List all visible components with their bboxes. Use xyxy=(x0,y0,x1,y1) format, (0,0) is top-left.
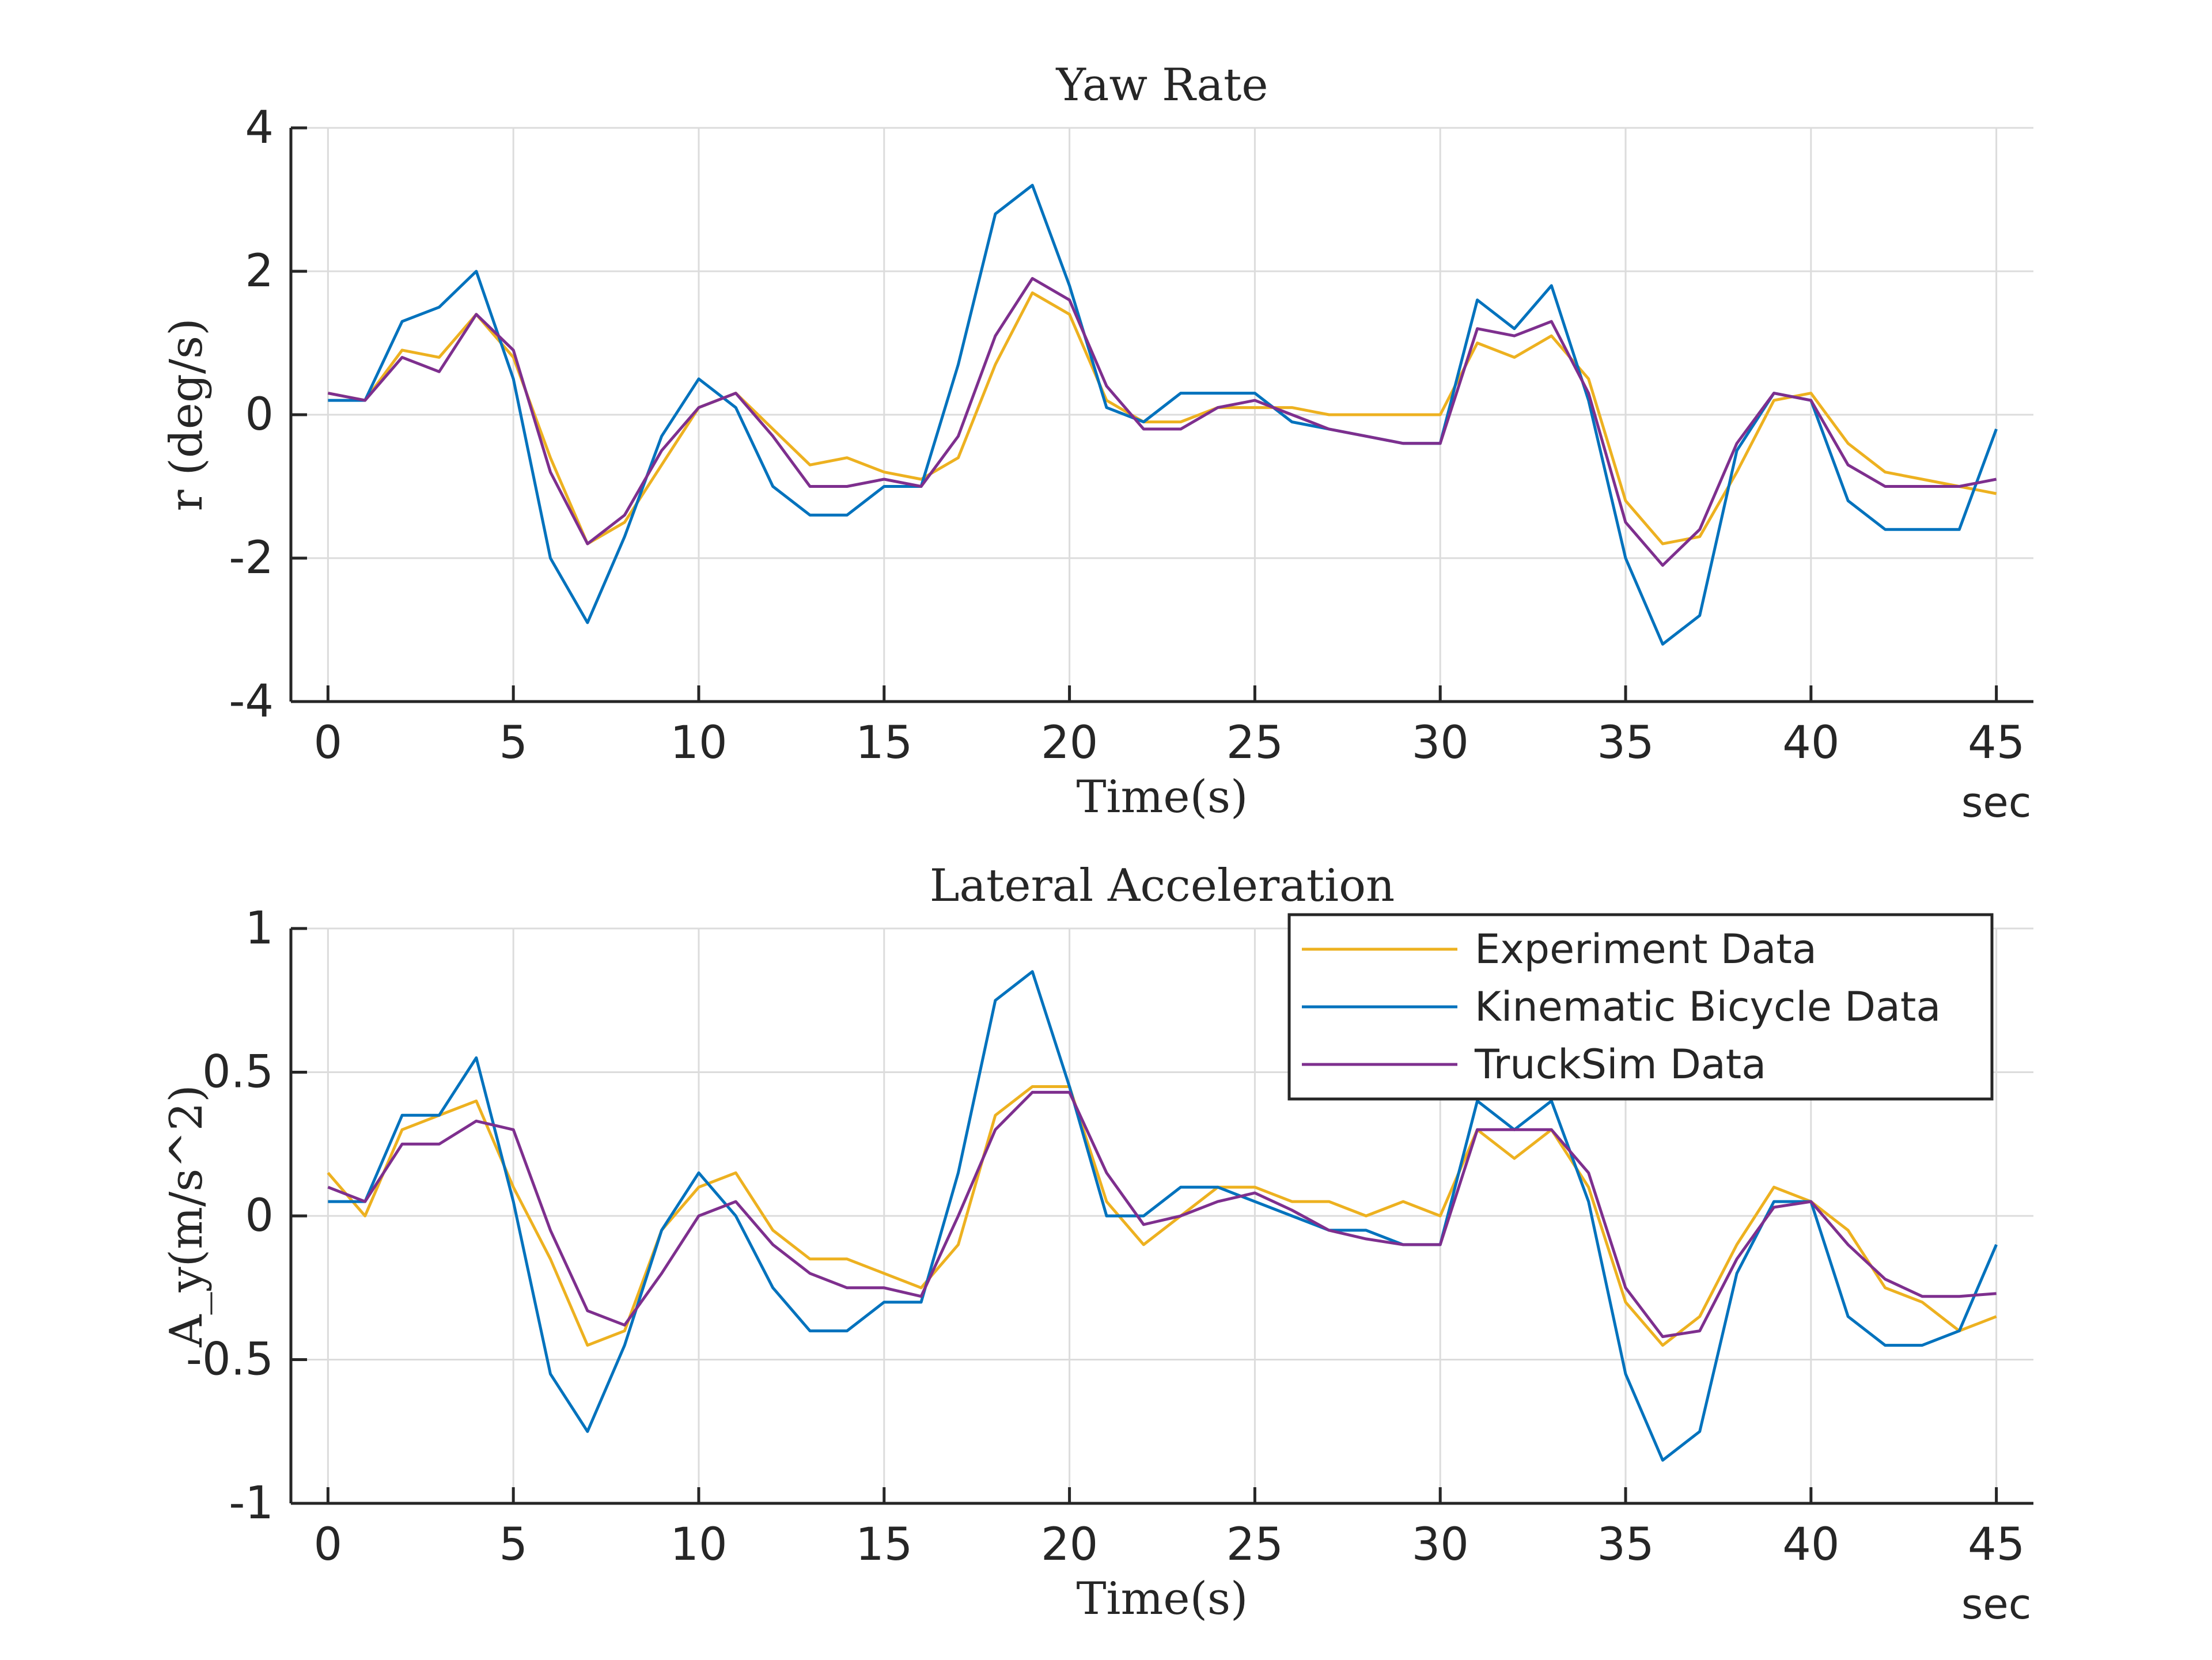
y-tick-label: 2 xyxy=(245,245,274,297)
yaw-rate-x-unit-label: sec xyxy=(1961,778,2031,827)
x-tick-label: 40 xyxy=(1782,717,1839,769)
x-tick-label: 35 xyxy=(1597,1519,1654,1571)
series-line-trucksim-data xyxy=(327,1090,1997,1339)
x-tick-label: 20 xyxy=(1041,717,1098,769)
y-tick-label: -4 xyxy=(229,676,274,727)
lateral-acceleration-title: Lateral Acceleration xyxy=(930,860,1395,912)
series-line-experiment-data xyxy=(327,1085,1997,1347)
lateral-acceleration-x-unit-label: sec xyxy=(1961,1580,2031,1628)
y-tick-label: -0.5 xyxy=(186,1334,274,1386)
y-tick-label: 0 xyxy=(245,389,274,441)
y-tick-label: 4 xyxy=(245,102,274,154)
x-tick-label: 5 xyxy=(499,717,528,769)
x-tick-label: 30 xyxy=(1412,717,1469,769)
x-tick-label: 5 xyxy=(499,1519,528,1571)
legend-label-experiment: Experiment Data xyxy=(1475,926,1817,973)
x-tick-label: 15 xyxy=(855,717,912,769)
lateral-acceleration-tick-labels: 0 5 10 15 20 25 30 35 40 45 -1 -0.5 0 0.5 1 xyxy=(186,903,2025,1571)
yaw-rate-series-lines xyxy=(327,184,1998,646)
y-tick-label: -1 xyxy=(229,1477,274,1529)
x-tick-label: 10 xyxy=(670,717,727,769)
x-tick-label: 40 xyxy=(1782,1519,1839,1571)
lateral-acceleration-series-lines xyxy=(327,970,1998,1462)
series-line-kinematic-bicycle-data xyxy=(328,184,1998,646)
yaw-rate-x-axis-label: Time(s) xyxy=(1077,771,1248,823)
x-tick-label: 45 xyxy=(1968,1519,2025,1571)
yaw-rate-y-axis-label: r (deg/s) xyxy=(161,318,213,511)
legend-entry-kinematic-bicycle: Kinematic Bicycle Data xyxy=(1302,983,1941,1030)
legend: Experiment Data Kinematic Bicycle Data T… xyxy=(1287,913,1994,1101)
yaw-rate-tick-labels: 0 5 10 15 20 25 30 35 40 45 -4 -2 0 2 4 xyxy=(229,102,2025,769)
legend-entry-trucksim: TruckSim Data xyxy=(1302,1041,1766,1088)
y-tick-label: 0.5 xyxy=(202,1047,274,1098)
x-tick-label: 10 xyxy=(670,1519,727,1571)
x-tick-label: 25 xyxy=(1226,1519,1283,1571)
series-line-kinematic-bicycle-data xyxy=(328,970,1998,1462)
yaw-rate-title: Yaw Rate xyxy=(1055,59,1268,111)
legend-entry-experiment: Experiment Data xyxy=(1302,926,1817,973)
x-tick-label: 0 xyxy=(314,1519,343,1571)
legend-label-kinematic-bicycle: Kinematic Bicycle Data xyxy=(1475,983,1941,1030)
x-tick-label: 15 xyxy=(855,1519,912,1571)
series-line-experiment-data xyxy=(327,291,1997,545)
x-tick-label: 30 xyxy=(1412,1519,1469,1571)
yaw-rate-axes xyxy=(289,126,2033,703)
lateral-acceleration-x-axis-label: Time(s) xyxy=(1077,1573,1248,1625)
x-tick-label: 45 xyxy=(1968,717,2025,769)
legend-label-trucksim: TruckSim Data xyxy=(1474,1041,1766,1088)
y-tick-label: -2 xyxy=(229,532,274,584)
x-tick-label: 35 xyxy=(1597,717,1654,769)
x-tick-label: 0 xyxy=(314,717,343,769)
y-tick-label: 1 xyxy=(245,903,274,954)
lateral-acceleration-axes xyxy=(289,927,2033,1505)
y-tick-label: 0 xyxy=(245,1190,274,1242)
x-tick-label: 25 xyxy=(1226,717,1283,769)
series-line-trucksim-data xyxy=(327,276,1997,567)
yaw-rate-panel: 0 5 10 15 20 25 30 35 40 45 -4 -2 0 2 4 Yaw Rate Time(… xyxy=(161,59,2033,827)
lateral-acceleration-y-axis-label: A_y(m/s^2) xyxy=(161,1085,213,1348)
lateral-acceleration-panel: 0 5 10 15 20 25 30 35 40 45 -1 -0.5 0 0.5 1 Lateral Ac… xyxy=(161,860,2033,1628)
x-tick-label: 20 xyxy=(1041,1519,1098,1571)
